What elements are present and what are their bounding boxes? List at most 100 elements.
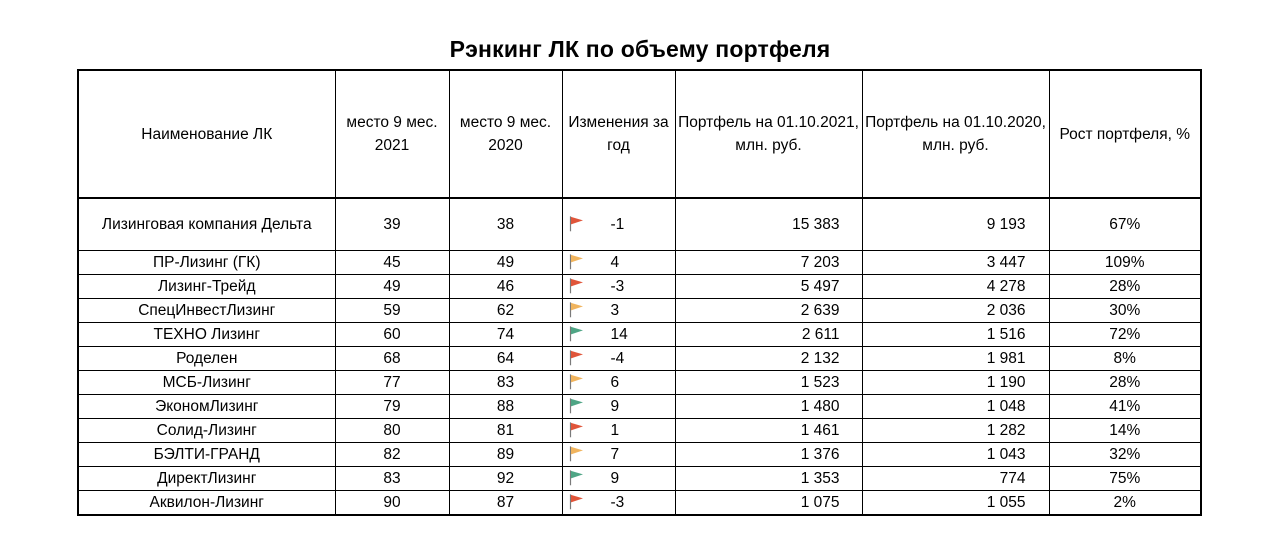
cell-place-2020: 88 xyxy=(448,394,563,419)
cell-place-2020: 49 xyxy=(448,250,563,275)
cell-portfolio-2020: 1 048 xyxy=(861,394,1050,419)
cell-growth: 41% xyxy=(1048,394,1202,419)
table-row: ПР-Лизинг (ГК) 45 49 4 7 203 3 447 109% xyxy=(77,250,1202,275)
cell-place-2021: 77 xyxy=(334,370,450,395)
cell-place-2021: 45 xyxy=(334,250,450,275)
cell-portfolio-2020: 1 516 xyxy=(861,322,1050,347)
green-flag-icon xyxy=(569,469,583,485)
cell-company-name: ДиректЛизинг xyxy=(77,466,336,491)
orange-flag-icon xyxy=(569,253,583,269)
table-row: Лизинг-Трейд 49 46 -3 5 497 4 278 28% xyxy=(77,274,1202,299)
cell-growth: 28% xyxy=(1048,274,1202,299)
cell-place-2020: 87 xyxy=(448,490,563,516)
cell-change: 4 xyxy=(561,250,676,275)
red-flag-icon xyxy=(569,421,583,437)
cell-place-2020: 64 xyxy=(448,346,563,371)
cell-company-name: Роделен xyxy=(77,346,336,371)
cell-portfolio-2021: 5 497 xyxy=(674,274,863,299)
column-header-portfolio-2021: Портфель на 01.10.2021, млн. руб. xyxy=(674,69,863,199)
cell-growth: 72% xyxy=(1048,322,1202,347)
cell-change: 7 xyxy=(561,442,676,467)
cell-place-2020: 92 xyxy=(448,466,563,491)
cell-place-2020: 81 xyxy=(448,418,563,443)
change-value: -3 xyxy=(610,493,625,511)
cell-growth: 14% xyxy=(1048,418,1202,443)
cell-portfolio-2020: 9 193 xyxy=(861,197,1050,251)
table-row: БЭЛТИ-ГРАНД 82 89 7 1 376 1 043 32% xyxy=(77,442,1202,467)
column-header-place-2021: место 9 мес. 2021 xyxy=(334,69,450,199)
cell-company-name: МСБ-Лизинг xyxy=(77,370,336,395)
cell-growth: 30% xyxy=(1048,298,1202,323)
table-row: Лизинговая компания Дельта 39 38 -1 15 383 9 … xyxy=(77,197,1202,251)
cell-portfolio-2021: 1 353 xyxy=(674,466,863,491)
cell-company-name: БЭЛТИ-ГРАНД xyxy=(77,442,336,467)
cell-place-2020: 38 xyxy=(448,197,563,251)
cell-portfolio-2021: 15 383 xyxy=(674,197,863,251)
change-value: 7 xyxy=(610,445,620,463)
cell-change: -4 xyxy=(561,346,676,371)
cell-growth: 8% xyxy=(1048,346,1202,371)
page-title: Рэнкинг ЛК по объему портфеля xyxy=(449,36,831,62)
cell-place-2021: 59 xyxy=(334,298,450,323)
change-value: 14 xyxy=(610,325,628,343)
cell-place-2021: 79 xyxy=(334,394,450,419)
cell-portfolio-2020: 1 055 xyxy=(861,490,1050,516)
column-header-name: Наименование ЛК xyxy=(77,69,336,199)
change-value: -4 xyxy=(610,349,625,367)
change-value: 9 xyxy=(610,469,620,487)
cell-portfolio-2020: 1 981 xyxy=(861,346,1050,371)
ranking-table: Наименование ЛК место 9 мес. 2021 место … xyxy=(77,69,1202,516)
green-flag-icon xyxy=(569,325,583,341)
red-flag-icon xyxy=(569,349,583,365)
cell-place-2021: 80 xyxy=(334,418,450,443)
cell-place-2021: 68 xyxy=(334,346,450,371)
cell-company-name: СпецИнвестЛизинг xyxy=(77,298,336,323)
cell-company-name: Лизинговая компания Дельта xyxy=(77,197,336,251)
cell-company-name: ЭкономЛизинг xyxy=(77,394,336,419)
cell-change: 9 xyxy=(561,466,676,491)
cell-portfolio-2021: 2 639 xyxy=(674,298,863,323)
column-header-portfolio-2020: Портфель на 01.10.2020, млн. руб. xyxy=(861,69,1050,199)
cell-portfolio-2021: 7 203 xyxy=(674,250,863,275)
cell-portfolio-2020: 2 036 xyxy=(861,298,1050,323)
cell-company-name: ТЕХНО Лизинг xyxy=(77,322,336,347)
table-row: Роделен 68 64 -4 2 132 1 981 8% xyxy=(77,346,1202,371)
cell-portfolio-2021: 2 132 xyxy=(674,346,863,371)
change-value: 6 xyxy=(610,373,620,391)
cell-place-2021: 90 xyxy=(334,490,450,516)
cell-growth: 75% xyxy=(1048,466,1202,491)
cell-place-2020: 74 xyxy=(448,322,563,347)
table-row: ДиректЛизинг 83 92 9 1 353 774 75% xyxy=(77,466,1202,491)
cell-portfolio-2020: 774 xyxy=(861,466,1050,491)
column-header-place-2020: место 9 мес. 2020 xyxy=(448,69,563,199)
cell-place-2020: 46 xyxy=(448,274,563,299)
cell-place-2021: 83 xyxy=(334,466,450,491)
cell-change: -3 xyxy=(561,490,676,516)
cell-change: 9 xyxy=(561,394,676,419)
change-value: 9 xyxy=(610,397,620,415)
table-row: Солид-Лизинг 80 81 1 1 461 1 282 14% xyxy=(77,418,1202,443)
cell-growth: 2% xyxy=(1048,490,1202,516)
cell-place-2020: 89 xyxy=(448,442,563,467)
cell-company-name: Солид-Лизинг xyxy=(77,418,336,443)
orange-flag-icon xyxy=(569,445,583,461)
table-row: ЭкономЛизинг 79 88 9 1 480 1 048 41% xyxy=(77,394,1202,419)
cell-change: -3 xyxy=(561,274,676,299)
cell-growth: 32% xyxy=(1048,442,1202,467)
cell-portfolio-2021: 2 611 xyxy=(674,322,863,347)
column-header-growth: Рост портфеля, % xyxy=(1048,69,1202,199)
cell-change: 6 xyxy=(561,370,676,395)
green-flag-icon xyxy=(569,397,583,413)
cell-portfolio-2021: 1 480 xyxy=(674,394,863,419)
cell-place-2020: 62 xyxy=(448,298,563,323)
cell-portfolio-2021: 1 461 xyxy=(674,418,863,443)
orange-flag-icon xyxy=(569,301,583,317)
table-row: ТЕХНО Лизинг 60 74 14 2 611 1 516 72% xyxy=(77,322,1202,347)
cell-portfolio-2020: 4 278 xyxy=(861,274,1050,299)
cell-company-name: Лизинг-Трейд xyxy=(77,274,336,299)
table-header-row: Наименование ЛК место 9 мес. 2021 место … xyxy=(77,69,1202,199)
cell-place-2020: 83 xyxy=(448,370,563,395)
red-flag-icon xyxy=(569,493,583,509)
cell-change: 3 xyxy=(561,298,676,323)
cell-place-2021: 49 xyxy=(334,274,450,299)
